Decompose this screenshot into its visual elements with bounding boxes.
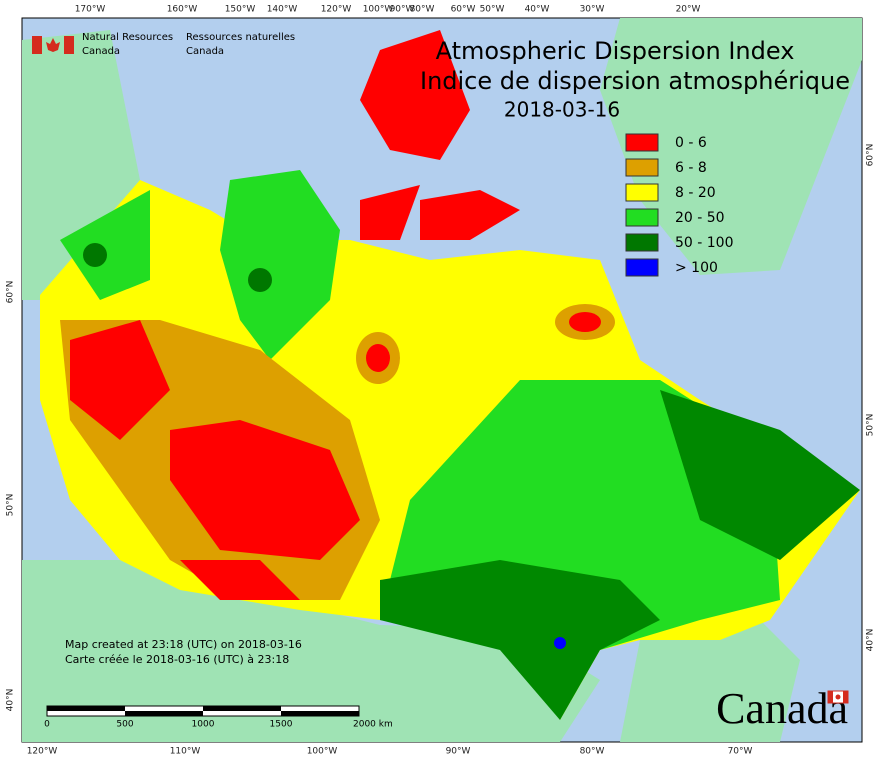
legend-label: 6 - 8 — [675, 160, 707, 176]
legend-swatch — [625, 208, 659, 227]
lon-label: 70°W — [728, 747, 753, 757]
lat-label: 60°N — [866, 144, 876, 167]
title-en: Atmospheric Dispersion Index — [436, 37, 795, 65]
legend-swatch — [625, 158, 659, 177]
map-date: 2018-03-16 — [504, 98, 620, 122]
scale-label: 1000 — [192, 720, 215, 730]
legend-label: 0 - 6 — [675, 135, 707, 151]
lat-label: 40°N — [6, 689, 16, 712]
scale-label: 1500 — [270, 720, 293, 730]
legend-label: 20 - 50 — [675, 210, 725, 226]
lon-label: 50°W — [480, 5, 505, 15]
lon-label: 160°W — [167, 5, 198, 15]
legend-swatch — [625, 233, 659, 252]
legend-label: 50 - 100 — [675, 235, 734, 251]
lon-label: 90°W — [390, 5, 415, 15]
note-fr: Carte créée le 2018-03-16 (UTC) à 23:18 — [65, 653, 289, 666]
agency-en: Natural Resources — [82, 32, 173, 43]
lon-label: 170°W — [75, 5, 106, 15]
agency-en: Canada — [82, 46, 120, 57]
agency-fr: Canada — [186, 46, 224, 57]
scale-labels: 0 500 1000 1500 2000 km — [44, 720, 393, 730]
lat-label: 50°N — [6, 494, 16, 517]
lon-label: 80°W — [410, 5, 435, 15]
lon-label: 90°W — [446, 747, 471, 757]
scale-label: 0 — [44, 720, 50, 730]
lon-label: 120°W — [27, 747, 58, 757]
lon-label: 100°W — [363, 5, 394, 15]
lon-label: 120°W — [321, 5, 352, 15]
title-fr: Indice de dispersion atmosphérique — [420, 67, 850, 95]
lon-label: 20°W — [676, 5, 701, 15]
index-areas — [40, 30, 860, 720]
lat-label: 50°N — [866, 414, 876, 437]
lon-label: 140°W — [267, 5, 298, 15]
note-en: Map created at 23:18 (UTC) on 2018-03-16 — [65, 638, 302, 651]
lon-label: 150°W — [225, 5, 256, 15]
wordmark-flag — [827, 690, 849, 704]
legend-swatch — [625, 258, 659, 277]
lon-label: 40°W — [525, 5, 550, 15]
scale-label: 2000 km — [353, 720, 393, 730]
scale-label: 500 — [116, 720, 133, 730]
lon-label: 110°W — [170, 747, 201, 757]
lon-label: 60°W — [451, 5, 476, 15]
lon-label: 80°W — [580, 747, 605, 757]
lat-label: 40°N — [866, 629, 876, 652]
scale-bar — [46, 705, 360, 717]
header: Natural Resources Canada Ressources natu… — [32, 32, 295, 57]
legend-swatch — [625, 183, 659, 202]
wordmark: Canada — [716, 684, 848, 733]
graticule-labels: 170°W 160°W 150°W 140°W 120°W 100°W90°W80°W 60… — [6, 5, 876, 757]
lon-label: 30°W — [580, 5, 605, 15]
land-other — [22, 18, 862, 742]
lat-label: 60°N — [6, 281, 16, 304]
legend: 0 - 6 6 - 8 8 - 20 20 - 50 50 - 100 > 100 — [625, 133, 734, 277]
legend-label: > 100 — [675, 260, 718, 276]
legend-label: 8 - 20 — [675, 185, 716, 201]
legend-swatch — [625, 133, 659, 152]
lon-label: 100°W — [307, 747, 338, 757]
agency-fr: Ressources naturelles — [186, 32, 295, 43]
